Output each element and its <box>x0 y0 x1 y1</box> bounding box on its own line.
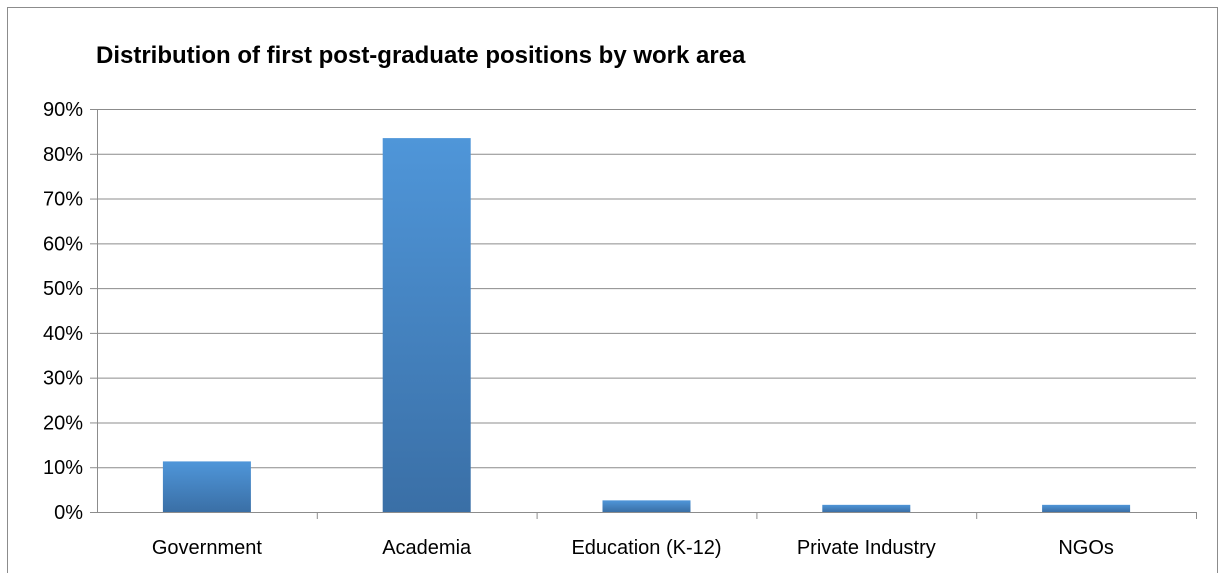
y-tick-label: 20% <box>43 412 83 434</box>
axes <box>90 109 1197 519</box>
bar-ngos <box>1042 504 1131 512</box>
tick-labels: 0% 10% 20% 30% 40% 50% 60% 70% 80% 90% Government A… <box>43 99 1114 559</box>
y-tick-label: 50% <box>43 278 83 300</box>
x-tick-label: NGOs <box>1058 537 1114 559</box>
y-tick-label: 90% <box>43 99 83 121</box>
x-tick-label: Private Industry <box>797 537 936 559</box>
y-tick-label: 30% <box>43 368 83 390</box>
chart-title: Distribution of first post-graduate posi… <box>96 42 746 69</box>
bar-private-industry <box>822 504 911 512</box>
x-tick-label: Education (K-12) <box>571 537 721 559</box>
y-tick-label: 60% <box>43 233 83 255</box>
y-tick-label: 40% <box>43 323 83 345</box>
gridlines <box>97 109 1196 469</box>
bars <box>162 138 1131 512</box>
y-tick-label: 70% <box>43 189 83 211</box>
bar-education-k-12 <box>602 500 691 512</box>
x-tick-label: Academia <box>382 537 472 559</box>
y-tick-label: 10% <box>43 457 83 479</box>
x-tick-label: Government <box>152 537 262 559</box>
y-tick-label: 0% <box>54 502 83 524</box>
bar-government <box>162 461 251 512</box>
y-tick-label: 80% <box>43 144 83 166</box>
bar-academia <box>382 138 471 512</box>
